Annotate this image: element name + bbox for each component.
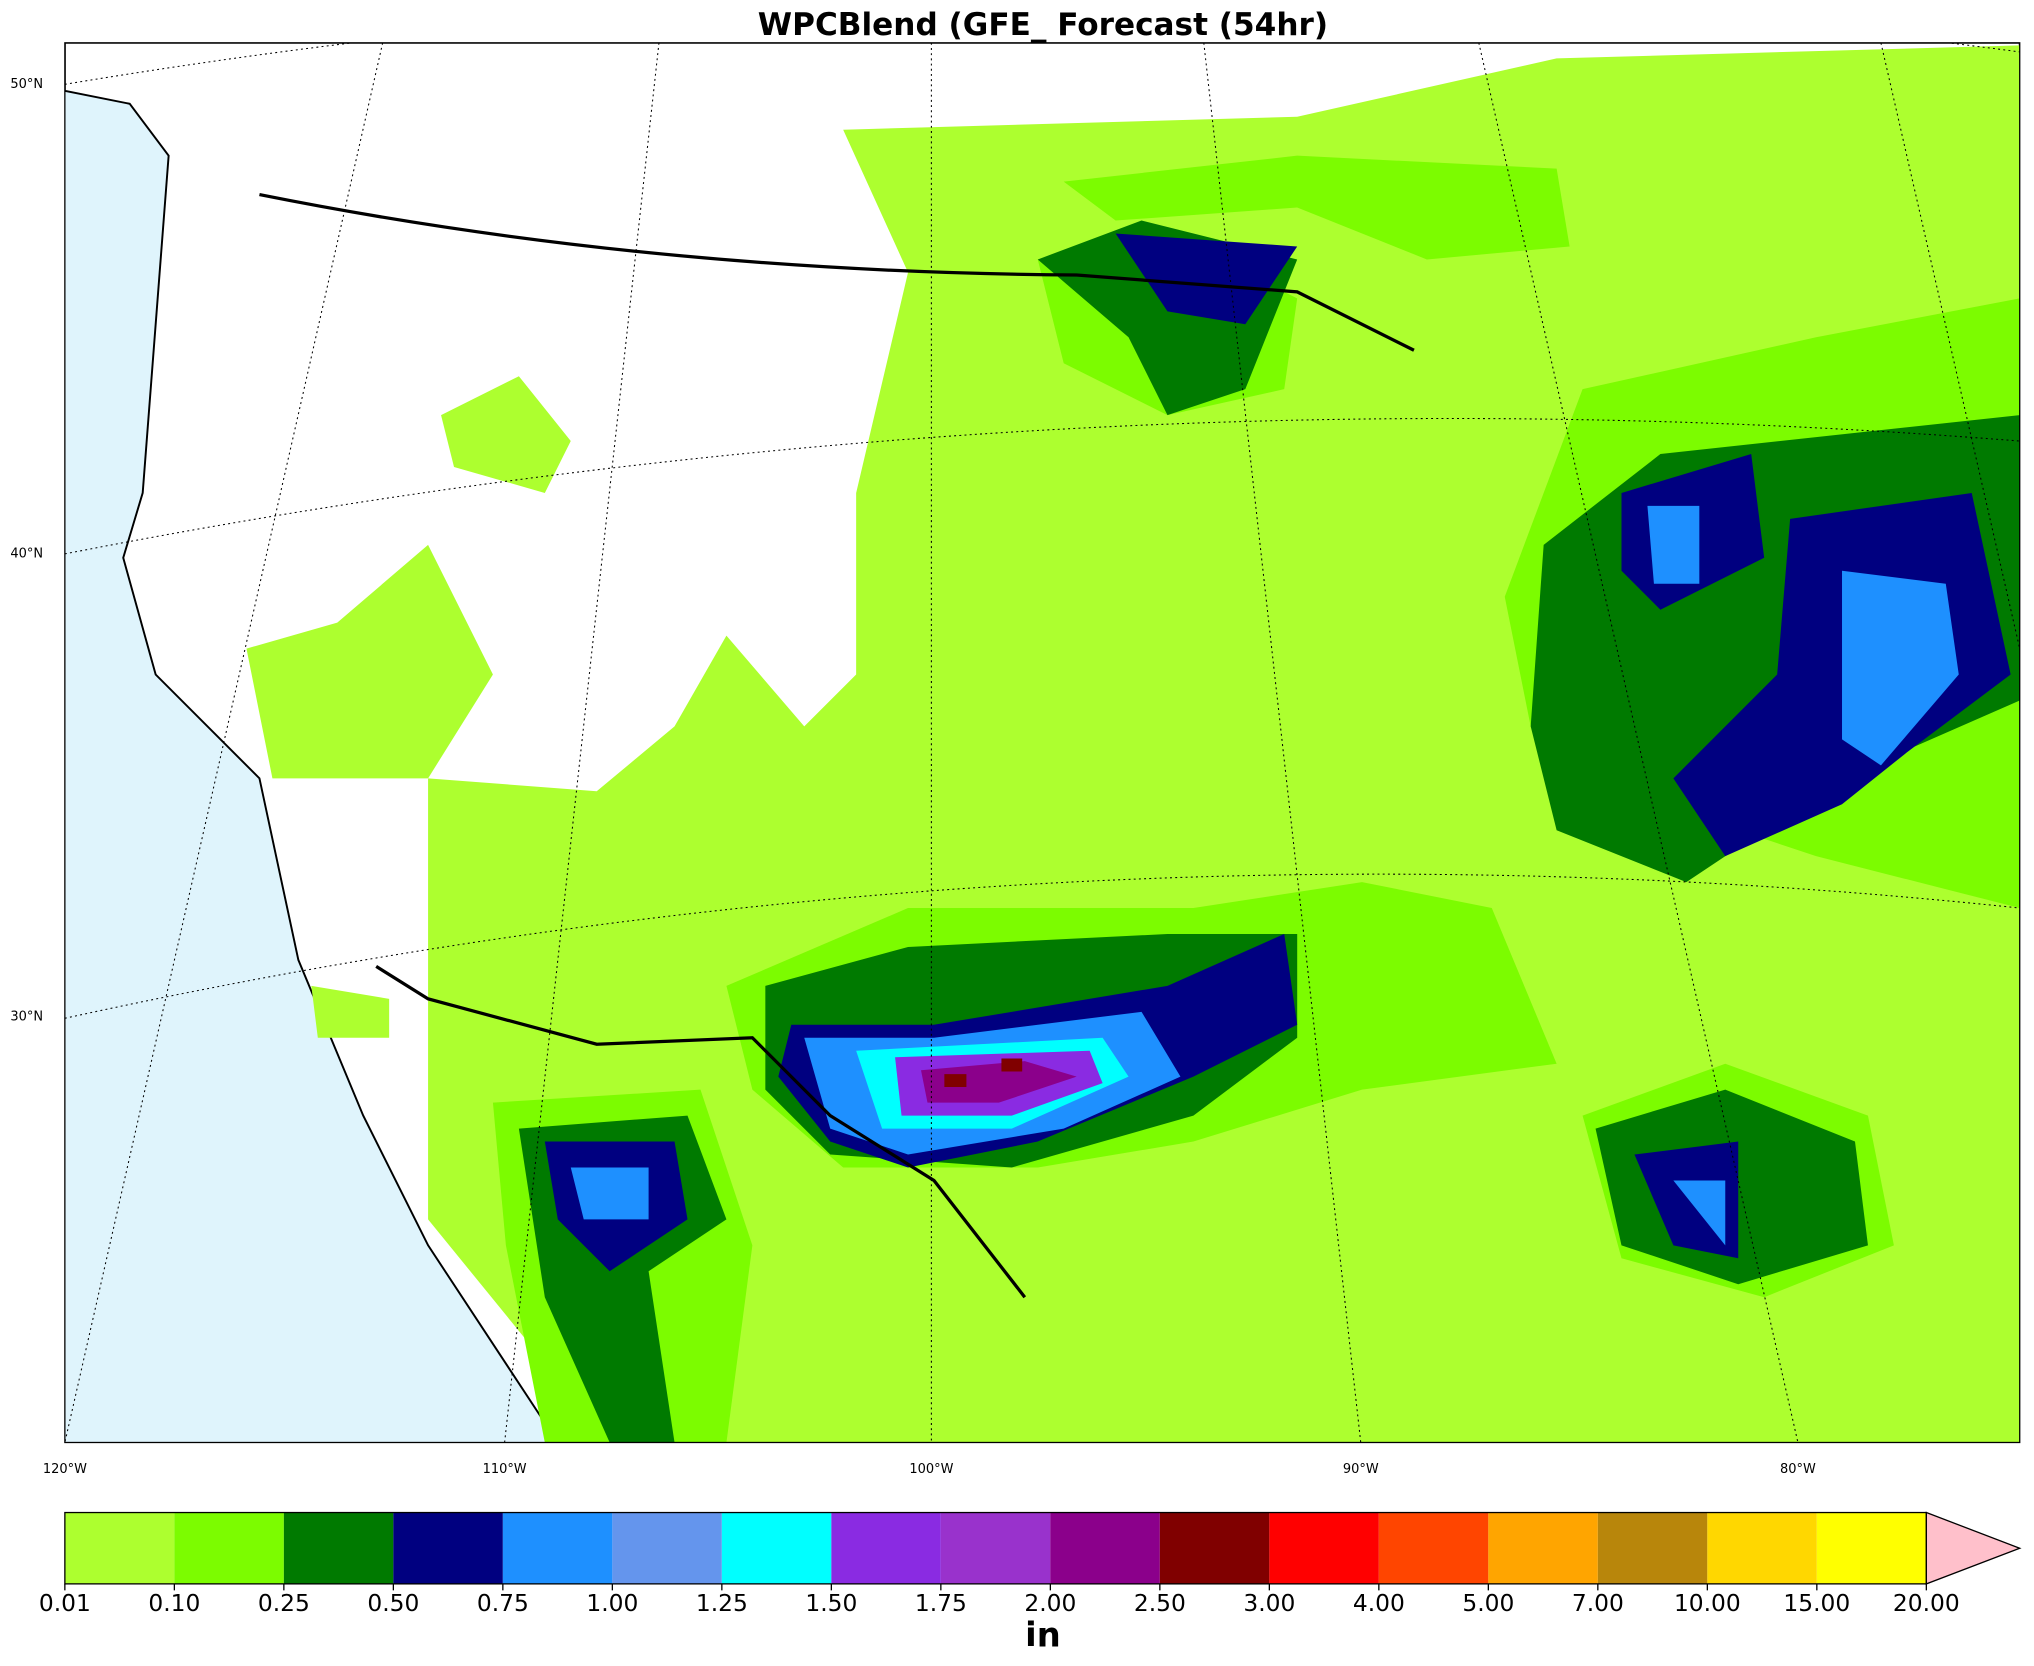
colorbar-tick-label: 1.50 — [805, 1589, 857, 1617]
lon-label: 90°W — [1343, 1462, 1379, 1477]
colorbar-bin — [393, 1512, 503, 1584]
colorbar-bin — [1597, 1512, 1708, 1584]
colorbar-bin — [831, 1512, 941, 1584]
colorbar-bin — [612, 1512, 722, 1584]
precip-shading — [246, 45, 2020, 1443]
colorbar-tick-label: 1.25 — [696, 1589, 748, 1617]
colorbar-tick-label: 1.00 — [586, 1589, 638, 1617]
map-title: WPCBlend (GFE_ Forecast (54hr) — [758, 7, 1328, 43]
colorbar-bin — [1050, 1512, 1160, 1584]
lon-label: 110°W — [483, 1462, 527, 1477]
colorbar-bin — [64, 1512, 175, 1584]
colorbar-extension — [1925, 1511, 2022, 1585]
colorbar-tick-label: 0.25 — [258, 1589, 310, 1617]
colorbar-tick-label: 0.01 — [39, 1589, 91, 1617]
colorbar-unit: in — [1025, 1616, 1061, 1655]
lon-label: 80°W — [1780, 1462, 1816, 1477]
colorbar-tick-label: 20.00 — [1893, 1589, 1960, 1617]
lat-label: 50°N — [10, 77, 43, 92]
colorbar-tick-label: 0.10 — [148, 1589, 200, 1617]
colorbar-tick-label: 0.75 — [477, 1589, 529, 1617]
map-area — [64, 42, 2021, 1444]
colorbar-tick-label: 15.00 — [1783, 1589, 1850, 1617]
colorbar-bin — [1378, 1512, 1489, 1584]
colorbar-bin — [1159, 1512, 1270, 1584]
map-labels: 50°N 40°N 30°N 120°W 110°W 100°W 90°W 80°W — [10, 77, 1816, 1477]
colorbar-tick-label: 2.00 — [1024, 1589, 1076, 1617]
colorbar-tick-label: 0.50 — [367, 1589, 419, 1617]
map-frame — [64, 42, 2021, 1444]
border — [259, 192, 1415, 1299]
colorbar-frame — [64, 1511, 1927, 1585]
colorbar-bin — [721, 1512, 832, 1584]
lon-label: 120°W — [43, 1462, 87, 1477]
lat-label: 40°N — [10, 546, 43, 561]
colorbar-tick-label: 10.00 — [1674, 1589, 1741, 1617]
colorbar-bin — [1269, 1512, 1379, 1584]
colorbar-bin — [1707, 1512, 1817, 1584]
colorbar-bin — [1488, 1512, 1598, 1584]
colorbar-tick-label: 4.00 — [1353, 1589, 1405, 1617]
colorbar-tick-label: 2.50 — [1134, 1589, 1186, 1617]
colorbar-tick-label: 7.00 — [1572, 1589, 1624, 1617]
colorbar-bin — [174, 1512, 284, 1584]
lat-label: 30°N — [10, 1010, 43, 1025]
colorbar-bin — [502, 1512, 613, 1584]
lon-label: 100°W — [909, 1462, 953, 1477]
colorbar-tick-label: 1.75 — [915, 1589, 967, 1617]
graticule — [64, 42, 2020, 1443]
colorbar-tick-label: 5.00 — [1462, 1589, 1514, 1617]
colorbar: 0.01 0.10 0.25 0.50 0.75 1.00 1.25 1.50 1.75 2.00… — [39, 1511, 2022, 1617]
colorbar-bin — [283, 1512, 394, 1584]
colorbar-tick-label: 3.00 — [1243, 1589, 1295, 1617]
colorbar-bin — [940, 1512, 1051, 1584]
colorbar-bin — [1816, 1512, 1927, 1584]
